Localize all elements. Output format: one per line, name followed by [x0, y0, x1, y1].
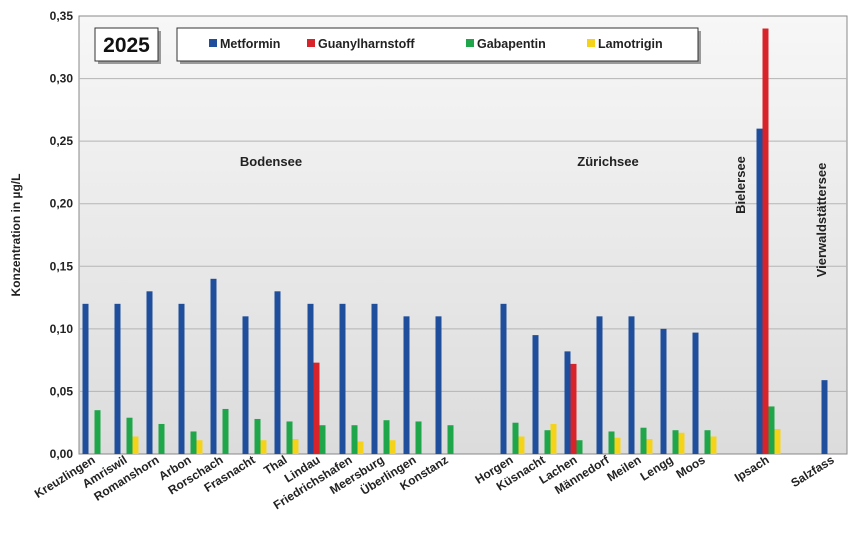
bar-metformin [210, 278, 217, 454]
bar-lamotrigin [292, 438, 299, 454]
bar-metformin [178, 303, 185, 454]
bar-gabapentin [286, 421, 293, 454]
bars [82, 28, 828, 455]
bar-lamotrigin [710, 436, 717, 454]
bar-gabapentin [704, 430, 711, 454]
y-tick-label: 0,05 [50, 384, 74, 398]
bar-guanylharnstoff [313, 362, 320, 454]
bar-lamotrigin [389, 440, 396, 454]
bar-metformin [114, 303, 121, 454]
bar-metformin [500, 303, 507, 454]
bar-lamotrigin [678, 432, 685, 454]
legend-swatch [466, 39, 474, 47]
bar-metformin [564, 351, 571, 454]
bar-lamotrigin [550, 423, 557, 454]
bar-metformin [403, 316, 410, 454]
region-label: Bodensee [240, 154, 302, 169]
bar-gabapentin [640, 427, 647, 454]
bar-lamotrigin [774, 428, 781, 454]
bar-metformin [692, 332, 699, 454]
region-labels: Bodensee Zürichsee Bielersee Vierwaldstätte… [240, 154, 829, 277]
y-tick-label: 0,25 [50, 134, 74, 148]
bar-gabapentin [126, 417, 133, 454]
bar-lamotrigin [614, 437, 621, 454]
x-category-label: Moos [674, 453, 708, 482]
bar-gabapentin [319, 425, 326, 454]
legend-label: Gabapentin [477, 37, 546, 51]
legend: Metformin Guanylharnstoff Gabapentin Lamotr… [209, 37, 663, 51]
bar-lamotrigin [518, 436, 525, 454]
year-box [94, 27, 159, 62]
bar-metformin [660, 328, 667, 454]
bar-metformin [435, 316, 442, 454]
bar-gabapentin [415, 421, 422, 454]
x-category-label: Salzfass [788, 452, 836, 489]
legend-label: Guanylharnstoff [318, 37, 415, 51]
region-label: Vierwaldstättersee [814, 163, 829, 278]
legend-label: Metformin [220, 37, 280, 51]
bar-gabapentin [768, 406, 775, 454]
y-axis-label: Konzentration in µg/L [9, 174, 23, 297]
bar-metformin [146, 291, 153, 454]
plot-area [78, 15, 848, 455]
gridlines [79, 78, 847, 392]
bar-metformin [596, 316, 603, 454]
bar-lamotrigin [132, 436, 139, 454]
bar-gabapentin [608, 431, 615, 454]
bar-metformin [756, 128, 763, 454]
bar-lamotrigin [357, 441, 364, 454]
legend-box [176, 27, 699, 62]
bar-gabapentin [94, 410, 101, 454]
legend-swatch [209, 39, 217, 47]
x-category-labels: KreuzlingenAmriswilRomanshornArbonRorsch… [32, 452, 837, 512]
bar-gabapentin [576, 440, 583, 454]
year-label: 2025 [103, 34, 150, 57]
bar-gabapentin [544, 430, 551, 454]
bar-metformin [274, 291, 281, 454]
y-tick-label: 0,30 [50, 72, 74, 86]
bar-lamotrigin [260, 440, 267, 454]
bar-lamotrigin [196, 440, 203, 454]
bar-metformin [532, 335, 539, 454]
bar-metformin [628, 316, 635, 454]
bar-guanylharnstoff [762, 28, 769, 455]
bar-metformin [82, 303, 89, 454]
bar-gabapentin [158, 423, 165, 454]
region-label: Bielersee [733, 156, 748, 214]
bar-gabapentin [351, 425, 358, 454]
bar-gabapentin [383, 420, 390, 454]
bar-metformin [242, 316, 249, 454]
region-label: Zürichsee [577, 154, 638, 169]
bar-metformin [371, 303, 378, 454]
y-tick-label: 0,15 [50, 259, 74, 273]
bar-gabapentin [222, 408, 229, 454]
y-tick-label: 0,10 [50, 322, 74, 336]
x-category-label: Meilen [605, 453, 644, 485]
y-tick-label: 0,35 [50, 9, 74, 23]
bar-metformin [339, 303, 346, 454]
bar-gabapentin [447, 425, 454, 454]
bar-gabapentin [512, 422, 519, 454]
bar-metformin [307, 303, 314, 454]
y-tick-labels: 0,00 0,05 0,10 0,15 0,20 0,25 0,30 0,35 [50, 9, 74, 461]
bar-guanylharnstoff [570, 363, 577, 454]
y-tick-label: 0,20 [50, 197, 74, 211]
bar-gabapentin [190, 431, 197, 454]
y-tick-label: 0,00 [50, 447, 74, 461]
x-category-label: Ipsach [732, 453, 772, 485]
x-category-label: Lengg [638, 453, 676, 484]
bar-metformin [821, 380, 828, 454]
bar-gabapentin [672, 430, 679, 454]
bar-gabapentin [254, 418, 261, 454]
legend-swatch [307, 39, 315, 47]
legend-label: Lamotrigin [598, 37, 663, 51]
legend-swatch [587, 39, 595, 47]
bar-lamotrigin [646, 438, 653, 454]
